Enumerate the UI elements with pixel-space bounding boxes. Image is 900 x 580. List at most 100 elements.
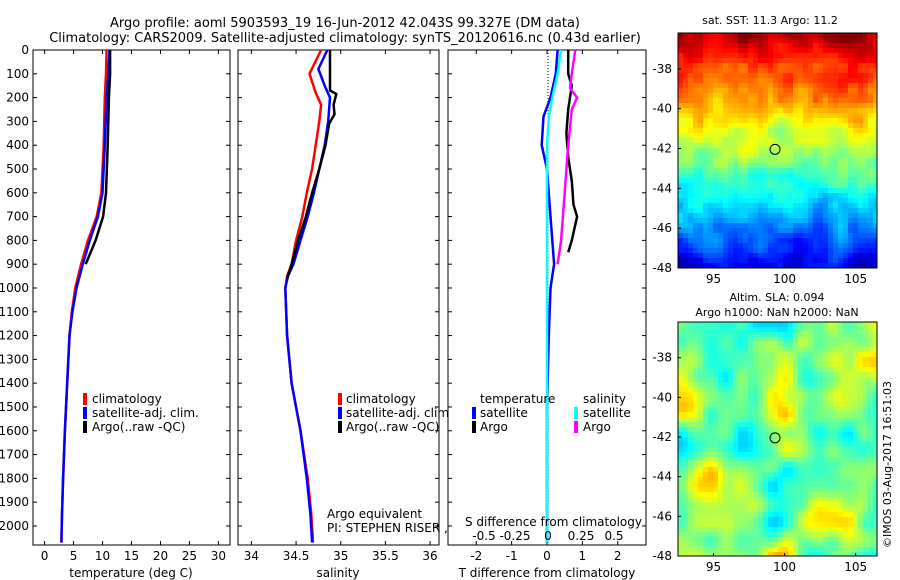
heatmap-cell bbox=[838, 357, 843, 362]
heatmap-cell bbox=[813, 168, 818, 173]
heatmap-cell bbox=[793, 213, 798, 218]
heatmap-cell bbox=[803, 472, 808, 477]
heatmap-cell bbox=[703, 412, 708, 417]
heatmap-cell bbox=[708, 472, 713, 477]
heatmap-cell bbox=[818, 482, 823, 487]
heatmap-cell bbox=[763, 253, 768, 258]
heatmap-cell bbox=[758, 322, 763, 327]
heatmap-cell bbox=[843, 123, 848, 128]
heatmap-cell bbox=[828, 422, 833, 427]
heatmap-cell bbox=[838, 512, 843, 517]
heatmap-cell bbox=[858, 58, 863, 63]
heatmap-cell bbox=[758, 113, 763, 118]
heatmap-cell bbox=[708, 397, 713, 402]
heatmap-cell bbox=[768, 118, 773, 123]
heatmap-cell bbox=[768, 198, 773, 203]
heatmap-cell bbox=[778, 552, 783, 556]
heatmap-cell bbox=[768, 327, 773, 332]
heatmap-cell bbox=[818, 487, 823, 492]
heatmap-cell bbox=[808, 158, 813, 163]
difference-x-ticks: -2 -1 0 1 2 bbox=[470, 50, 622, 563]
heatmap-cell bbox=[843, 537, 848, 542]
heatmap-cell bbox=[838, 432, 843, 437]
heatmap-cell bbox=[773, 63, 778, 68]
heatmap-cell bbox=[808, 332, 813, 337]
heatmap-cell bbox=[808, 552, 813, 556]
heatmap-cell bbox=[773, 133, 778, 138]
heatmap-cell bbox=[763, 103, 768, 108]
heatmap-cell bbox=[743, 78, 748, 83]
heatmap-cell bbox=[818, 392, 823, 397]
heatmap-cell bbox=[733, 133, 738, 138]
heatmap-cell bbox=[853, 337, 858, 342]
heatmap-cell bbox=[818, 362, 823, 367]
heatmap-cell bbox=[813, 357, 818, 362]
heatmap-cell bbox=[843, 467, 848, 472]
heatmap-cell bbox=[853, 522, 858, 527]
heatmap-cell bbox=[728, 63, 733, 68]
heatmap-cell bbox=[838, 238, 843, 243]
heatmap-cell bbox=[763, 53, 768, 58]
heatmap-cell bbox=[873, 542, 877, 547]
heatmap-cell bbox=[798, 427, 803, 432]
heatmap-cell bbox=[788, 497, 793, 502]
heatmap-cell bbox=[748, 497, 753, 502]
heatmap-cell bbox=[773, 507, 778, 512]
heatmap-cell bbox=[873, 263, 877, 268]
heatmap-cell bbox=[738, 173, 743, 178]
heatmap-cell bbox=[768, 178, 773, 183]
legend-swatch-climatology bbox=[83, 393, 87, 405]
heatmap-cell bbox=[688, 477, 693, 482]
legend-header-salinity: salinity bbox=[583, 392, 626, 406]
heatmap-cell bbox=[748, 372, 753, 377]
heatmap-cell bbox=[758, 173, 763, 178]
heatmap-cell bbox=[808, 527, 813, 532]
heatmap-cell bbox=[783, 98, 788, 103]
heatmap-cell bbox=[743, 203, 748, 208]
heatmap-cell bbox=[748, 537, 753, 542]
heatmap-cell bbox=[783, 113, 788, 118]
heatmap-cell bbox=[858, 492, 863, 497]
heatmap-cell bbox=[773, 502, 778, 507]
heatmap-cell bbox=[773, 248, 778, 253]
heatmap-cell bbox=[843, 173, 848, 178]
heatmap-cell bbox=[803, 68, 808, 73]
heatmap-cell bbox=[788, 517, 793, 522]
heatmap-cell bbox=[758, 158, 763, 163]
heatmap-cell bbox=[813, 392, 818, 397]
heatmap-cell bbox=[833, 33, 838, 38]
heatmap-cell bbox=[688, 422, 693, 427]
heatmap-cell bbox=[868, 73, 873, 78]
heatmap-cell bbox=[723, 203, 728, 208]
depth-tick-label: 600 bbox=[6, 186, 29, 200]
heatmap-cell bbox=[788, 58, 793, 63]
heatmap-cell bbox=[873, 407, 877, 412]
heatmap-cell bbox=[843, 482, 848, 487]
heatmap-cell bbox=[833, 467, 838, 472]
heatmap-cell bbox=[783, 213, 788, 218]
heatmap-cell bbox=[848, 437, 853, 442]
heatmap-cell bbox=[728, 442, 733, 447]
heatmap-cell bbox=[773, 437, 778, 442]
heatmap-cell bbox=[863, 357, 868, 362]
heatmap-cell bbox=[688, 352, 693, 357]
map-x-tick-label: 100 bbox=[773, 560, 796, 574]
heatmap-cell bbox=[788, 128, 793, 133]
heatmap-cell bbox=[818, 342, 823, 347]
heatmap-cell bbox=[833, 98, 838, 103]
heatmap-cell bbox=[858, 83, 863, 88]
heatmap-cell bbox=[773, 253, 778, 258]
heatmap-cell bbox=[758, 53, 763, 58]
heatmap-cell bbox=[708, 417, 713, 422]
heatmap-cell bbox=[733, 38, 738, 43]
heatmap-cell bbox=[783, 467, 788, 472]
heatmap-cell bbox=[858, 422, 863, 427]
heatmap-cell bbox=[688, 452, 693, 457]
heatmap-cell bbox=[863, 258, 868, 263]
heatmap-cell bbox=[718, 537, 723, 542]
heatmap-cell bbox=[693, 332, 698, 337]
heatmap-cell bbox=[828, 367, 833, 372]
heatmap-cell bbox=[683, 552, 688, 556]
heatmap-cell bbox=[833, 178, 838, 183]
heatmap-cell bbox=[848, 163, 853, 168]
